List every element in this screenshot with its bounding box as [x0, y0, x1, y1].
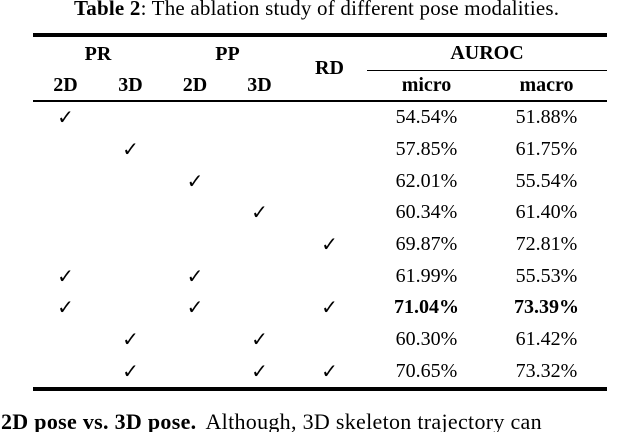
- cell-pp-3d: ✓: [251, 360, 268, 383]
- cell-pp-3d: [227, 165, 292, 197]
- cell-macro: 73.32%: [515, 359, 578, 382]
- cell-rd: [292, 197, 367, 229]
- cell-rd: [292, 102, 367, 134]
- cell-pp-2d: [163, 102, 227, 134]
- cell-pr-3d: [98, 197, 163, 229]
- cell-pp-2d: [163, 324, 227, 356]
- cell-pr-2d: [33, 197, 98, 229]
- header-pp-2d: 2D: [163, 71, 227, 102]
- cell-pr-2d: ✓: [57, 107, 74, 130]
- paragraph-lead-in: 2D pose vs. 3D pose.: [1, 409, 197, 432]
- table-caption-number: Table 2: [74, 0, 141, 20]
- cell-rd: [292, 260, 367, 292]
- cell-micro: 62.01%: [395, 169, 458, 192]
- cell-pp-3d: [227, 102, 292, 134]
- header-pr-group: PR: [84, 42, 112, 65]
- cell-pr-2d: [33, 229, 98, 261]
- cell-pr-3d: ✓: [122, 139, 139, 162]
- cell-pp-2d: [163, 356, 227, 388]
- cell-macro: 73.39%: [514, 296, 579, 319]
- cell-micro: 57.85%: [395, 138, 458, 161]
- ablation-table: PR PP RD AUROC 2D 3D 2D 3D micro macro ✓…: [33, 33, 607, 392]
- cell-rd: ✓: [321, 234, 338, 257]
- header-pp-group: PP: [215, 42, 240, 65]
- cell-micro: 70.65%: [395, 359, 458, 382]
- header-auroc-group: AUROC: [367, 37, 607, 71]
- cell-pp-3d: [227, 260, 292, 292]
- cell-rd: ✓: [321, 360, 338, 383]
- cell-pr-3d: [98, 292, 163, 324]
- cell-pp-3d: [227, 229, 292, 261]
- cell-macro: 72.81%: [515, 233, 578, 256]
- cell-pp-2d: ✓: [186, 297, 204, 320]
- cell-pp-2d: [163, 134, 227, 166]
- cell-macro: 61.75%: [515, 138, 578, 161]
- table-caption: Table 2: The ablation study of different…: [74, 0, 559, 21]
- cell-rd: [292, 324, 367, 356]
- cell-macro: 61.40%: [515, 201, 578, 224]
- cell-macro: 55.54%: [515, 169, 578, 192]
- header-pr-3d: 3D: [98, 71, 163, 102]
- header-micro: micro: [367, 71, 486, 102]
- header-pp-3d: 3D: [227, 71, 292, 102]
- cell-pp-2d: [163, 229, 227, 261]
- cell-pp-2d: ✓: [186, 265, 204, 288]
- cell-pp-3d: [227, 292, 292, 324]
- table-caption-text: : The ablation study of different pose m…: [140, 0, 560, 20]
- cell-macro: 61.42%: [515, 328, 578, 351]
- cell-rd: ✓: [321, 297, 338, 320]
- cell-pp-3d: ✓: [251, 202, 268, 225]
- header-macro: macro: [486, 71, 607, 102]
- cell-pp-2d: [163, 197, 227, 229]
- cell-pp-2d: ✓: [186, 170, 204, 193]
- cell-pr-2d: ✓: [57, 297, 74, 320]
- cell-pr-3d: [98, 260, 163, 292]
- cell-pr-3d: [98, 229, 163, 261]
- cell-pr-3d: [98, 102, 163, 134]
- cell-macro: 55.53%: [515, 264, 578, 287]
- paragraph-text: Although, 3D skeleton trajectory can: [205, 409, 542, 432]
- header-rd: RD: [292, 37, 367, 102]
- body-paragraph: 2D pose vs. 3D pose. Although, 3D skeleto…: [1, 409, 542, 432]
- cell-macro: 51.88%: [515, 106, 578, 129]
- cell-micro: 71.04%: [394, 296, 459, 319]
- cell-pr-2d: [33, 356, 98, 388]
- cell-pr-3d: [98, 165, 163, 197]
- cell-micro: 69.87%: [395, 233, 458, 256]
- cell-pp-3d: ✓: [251, 329, 268, 352]
- cell-pr-2d: ✓: [57, 265, 74, 288]
- cell-pr-2d: [33, 134, 98, 166]
- cell-micro: 61.99%: [395, 264, 458, 287]
- cell-pp-3d: [227, 134, 292, 166]
- cell-micro: 60.30%: [395, 328, 458, 351]
- cell-pr-2d: [33, 324, 98, 356]
- cell-pr-3d: ✓: [122, 360, 139, 383]
- cell-pr-3d: ✓: [122, 329, 139, 352]
- header-pr-2d: 2D: [33, 71, 98, 102]
- cell-rd: [292, 134, 367, 166]
- cell-micro: 60.34%: [395, 201, 458, 224]
- cell-rd: [292, 165, 367, 197]
- cell-pr-2d: [33, 165, 98, 197]
- cell-micro: 54.54%: [395, 106, 458, 129]
